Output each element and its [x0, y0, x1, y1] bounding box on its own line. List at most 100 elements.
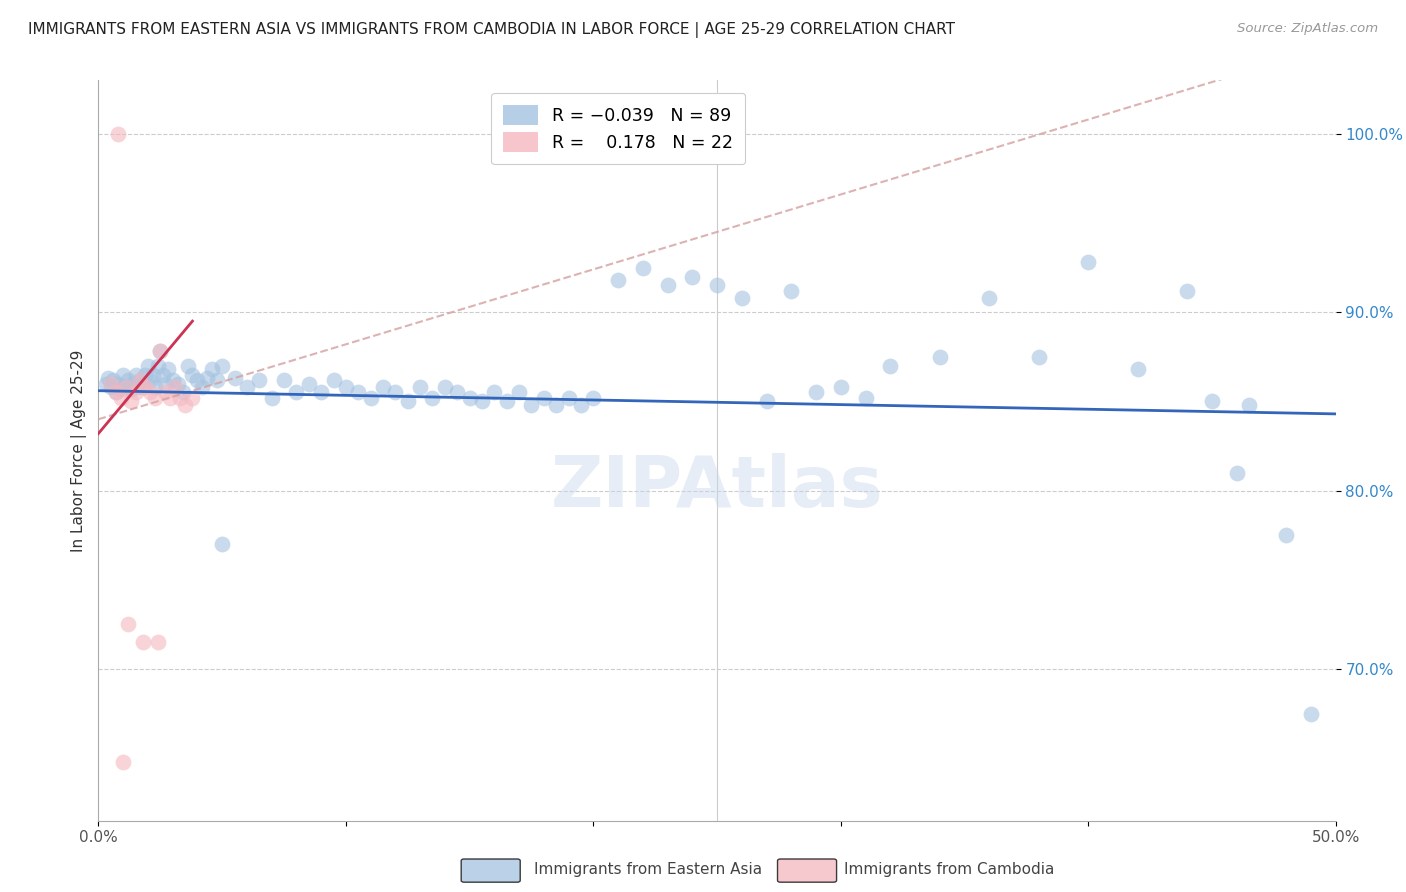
Point	[97, 371, 120, 385]
Point	[422, 391, 444, 405]
Point	[174, 398, 197, 412]
Point	[495, 394, 517, 409]
Point	[110, 382, 132, 396]
Point	[117, 617, 139, 632]
Point	[396, 394, 419, 409]
Legend: R = −0.039   N = 89, R =    0.178   N = 22: R = −0.039 N = 89, R = 0.178 N = 22	[491, 93, 745, 164]
Point	[681, 269, 703, 284]
Point	[211, 359, 233, 373]
Point	[309, 385, 332, 400]
Point	[103, 373, 125, 387]
Point	[143, 391, 166, 405]
Point	[114, 380, 136, 394]
Point	[104, 385, 127, 400]
Point	[149, 344, 172, 359]
Point	[114, 380, 136, 394]
Point	[706, 278, 728, 293]
Point	[159, 391, 181, 405]
Point	[172, 385, 194, 400]
Point	[409, 380, 432, 394]
Point	[143, 380, 166, 394]
Y-axis label: In Labor Force | Age 25-29: In Labor Force | Age 25-29	[72, 350, 87, 551]
Point	[347, 385, 370, 400]
Point	[471, 394, 494, 409]
Point	[928, 350, 950, 364]
Point	[1299, 706, 1322, 721]
Point	[122, 376, 145, 391]
Point	[211, 537, 233, 551]
Point	[1275, 528, 1298, 542]
Point	[127, 380, 149, 394]
Point	[132, 635, 155, 649]
Point	[165, 380, 187, 394]
Text: Source: ZipAtlas.com: Source: ZipAtlas.com	[1237, 22, 1378, 36]
Point	[155, 376, 177, 391]
Point	[112, 755, 135, 769]
Point	[546, 398, 568, 412]
Point	[149, 344, 172, 359]
Point	[780, 284, 803, 298]
Point	[117, 373, 139, 387]
Point	[107, 376, 129, 391]
Point	[100, 376, 122, 391]
Point	[100, 380, 122, 394]
Point	[520, 398, 543, 412]
Text: Immigrants from Eastern Asia: Immigrants from Eastern Asia	[534, 863, 762, 877]
Point	[979, 291, 1001, 305]
Point	[298, 376, 321, 391]
Point	[136, 359, 159, 373]
Point	[224, 371, 246, 385]
Point	[120, 394, 142, 409]
Point	[152, 368, 174, 382]
Point	[201, 362, 224, 376]
Point	[129, 373, 152, 387]
Point	[146, 359, 169, 373]
Point	[107, 127, 129, 141]
Point	[129, 373, 152, 387]
Point	[124, 368, 146, 382]
Point	[322, 373, 344, 387]
Point	[804, 385, 827, 400]
Point	[260, 391, 283, 405]
Point	[1201, 394, 1223, 409]
Point	[134, 368, 156, 382]
Point	[446, 385, 468, 400]
Point	[191, 380, 214, 394]
Point	[104, 385, 127, 400]
Point	[1237, 398, 1260, 412]
Point	[1175, 284, 1198, 298]
Point	[134, 380, 156, 394]
Text: ZIPAtlas: ZIPAtlas	[551, 453, 883, 522]
Point	[139, 385, 162, 400]
Point	[181, 391, 204, 405]
Point	[533, 391, 555, 405]
Point	[755, 394, 778, 409]
Point	[186, 373, 208, 387]
Point	[166, 376, 188, 391]
Point	[176, 359, 198, 373]
Point	[247, 373, 270, 387]
Point	[132, 380, 155, 394]
Point	[508, 385, 530, 400]
Point	[155, 385, 177, 400]
Point	[142, 368, 165, 382]
Point	[569, 398, 592, 412]
Point	[433, 380, 456, 394]
Text: Immigrants from Cambodia: Immigrants from Cambodia	[844, 863, 1054, 877]
Point	[631, 260, 654, 275]
Point	[110, 391, 132, 405]
Point	[273, 373, 295, 387]
Point	[879, 359, 901, 373]
Point	[139, 373, 162, 387]
Point	[657, 278, 679, 293]
Point	[195, 371, 218, 385]
Point	[156, 362, 179, 376]
Point	[855, 391, 877, 405]
Point	[335, 380, 357, 394]
Point	[582, 391, 605, 405]
Point	[162, 373, 184, 387]
Point	[1126, 362, 1149, 376]
Point	[371, 380, 394, 394]
Point	[120, 382, 142, 396]
Point	[236, 380, 259, 394]
